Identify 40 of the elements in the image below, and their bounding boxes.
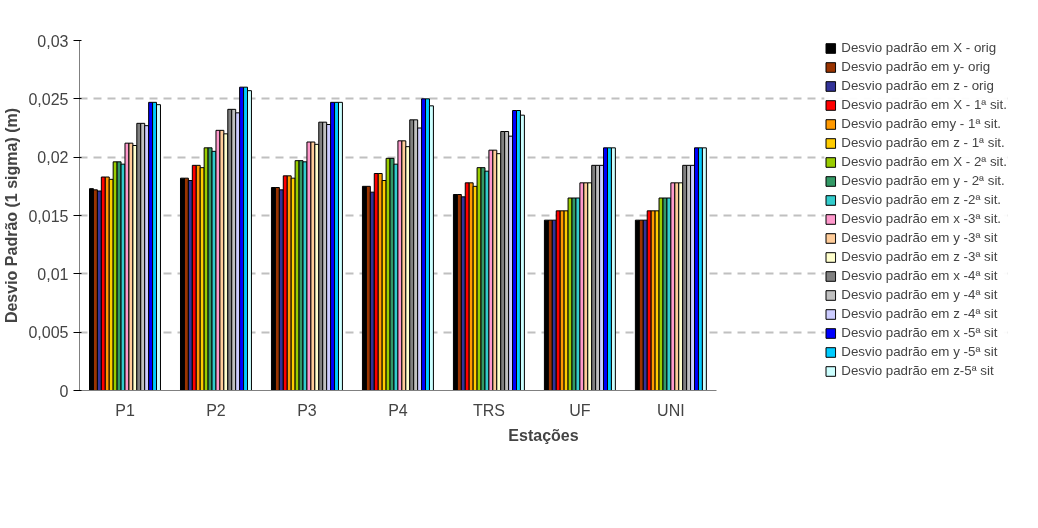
- legend-label: Desvio padrão em x -4ª sit: [841, 268, 998, 283]
- bar: [156, 104, 161, 391]
- legend-label: Desvio padrão em x -3ª sit.: [841, 211, 1002, 226]
- legend-label: Desvio padrão em y- orig: [841, 59, 991, 74]
- legend-label: Desvio padrão em z - orig: [841, 78, 994, 93]
- x-axis-title: Estações: [508, 426, 579, 444]
- legend-label: Desvio padrão emy - 1ª sit.: [841, 116, 1002, 131]
- bar: [337, 101, 343, 391]
- x-tick-label: P3: [297, 401, 317, 419]
- bar: [701, 147, 707, 391]
- legend-label: Desvio padrão em z - 1ª sit.: [841, 135, 1005, 150]
- x-tick-label: P2: [206, 401, 226, 419]
- bar: [247, 90, 252, 391]
- legend-label: Desvio padrão em y - 2ª sit.: [841, 173, 1005, 188]
- legend-label: Desvio padrão em z -3ª sit: [841, 249, 998, 264]
- x-tick-label: TRS: [472, 401, 505, 419]
- legend-label: Desvio padrão em X - orig: [841, 40, 997, 55]
- bar: [610, 147, 616, 391]
- x-tick-label: UF: [569, 401, 591, 419]
- y-tick-label: 0: [59, 382, 69, 400]
- legend-label: Desvio padrão em x -5ª sit: [841, 325, 998, 340]
- legend-label: Desvio padrão em z-5ª sit: [841, 363, 994, 378]
- legend-label: Desvio padrão em z -4ª sit: [841, 306, 998, 321]
- y-tick-label: 0,03: [37, 32, 69, 50]
- legend-label: Desvio padrão em y -5ª sit: [841, 344, 998, 359]
- y-axis-title: Desvio Padrão (1 sigma) (m): [3, 107, 21, 324]
- y-tick-label: 0,005: [28, 324, 69, 342]
- legend-label: Desvio padrão em z -2ª sit.: [841, 192, 1002, 207]
- y-tick-label: 0,015: [28, 207, 69, 225]
- y-tick-label: 0,01: [37, 265, 69, 283]
- bar: [519, 114, 525, 391]
- x-tick-label: UNI: [657, 401, 685, 419]
- legend-label: Desvio padrão em y -4ª sit: [841, 287, 998, 302]
- legend-label: Desvio padrão em X - 2ª sit.: [841, 154, 1007, 169]
- x-tick-label: P1: [115, 401, 135, 419]
- x-tick-label: P4: [388, 401, 408, 419]
- legend-label: Desvio padrão em X - 1ª sit.: [841, 97, 1007, 112]
- y-tick-label: 0,02: [37, 149, 69, 167]
- y-tick-label: 0,025: [28, 90, 69, 108]
- legend-label: Desvio padrão em y -3ª sit: [841, 230, 998, 245]
